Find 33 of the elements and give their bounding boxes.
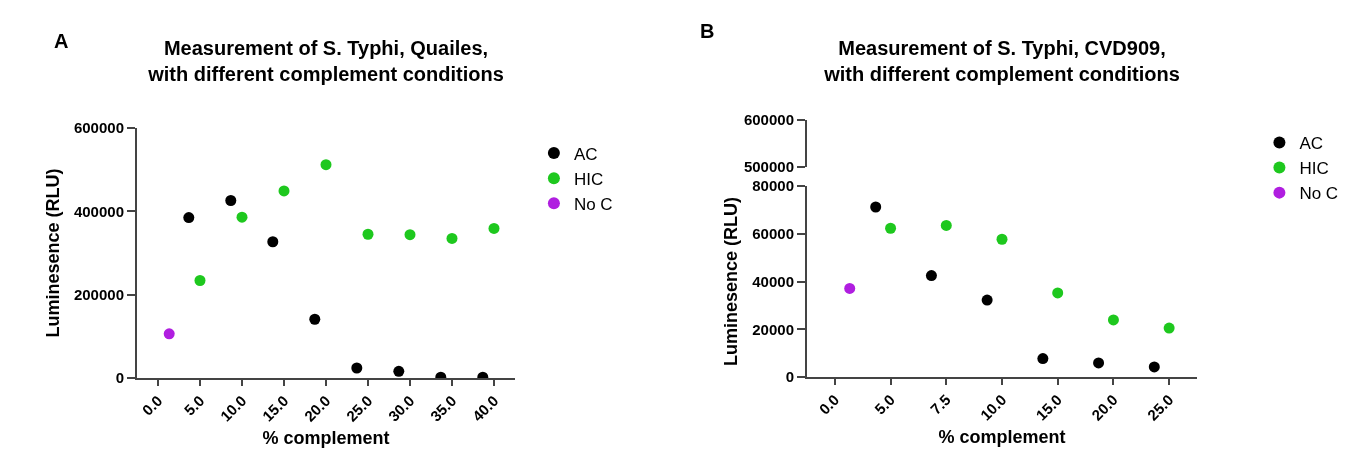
x-axis-title: % complement — [262, 428, 390, 449]
y-tick-label: 60000 — [752, 225, 794, 242]
x-tick-label: 40.0 — [468, 391, 502, 425]
chart-title: Measurement of S. Typhi, Quailes, with different complement conditions — [147, 37, 504, 86]
y-tick-label: 20000 — [752, 320, 794, 338]
x-axis-title: % complement — [938, 427, 1066, 448]
text: B — [700, 20, 715, 42]
text: A — [54, 30, 69, 52]
legend-label: AC — [1299, 134, 1324, 154]
y-tick-label: 40000 — [752, 272, 794, 290]
y-tick-label: 0 — [785, 368, 794, 386]
y-tick-label: 0 — [115, 369, 124, 387]
chart-title: Measurement of S. Typhi, CVD909, with different complement conditions — [823, 37, 1180, 86]
y-tick-label: 500000 — [743, 158, 794, 176]
y-tick-label: 600000 — [743, 111, 794, 129]
y-axis-title: Luminesence (RLU) — [720, 196, 741, 367]
x-tick-label: 30.0 — [384, 391, 418, 425]
y-tick-label: 80000 — [752, 177, 794, 195]
legend-label: No C — [1299, 184, 1339, 204]
x-tick-label: 5.0 — [871, 390, 898, 418]
y-tick-label: 600000 — [73, 119, 124, 137]
legend-label: HIC — [573, 169, 604, 189]
legend-label: No C — [573, 194, 613, 214]
legend-label: AC — [573, 144, 598, 164]
x-tick-label: 7.5 — [926, 390, 954, 418]
y-tick-label: 400000 — [73, 202, 124, 220]
x-tick-label: 35.0 — [426, 391, 460, 425]
legend-label: HIC — [1299, 159, 1329, 179]
x-tick-label: 0.0 — [815, 390, 843, 418]
y-tick-label: 200000 — [73, 285, 124, 303]
x-tick-label: 0.0 — [138, 391, 166, 419]
x-tick-label: 5.0 — [180, 391, 208, 419]
y-axis-title: Luminesence (RLU) — [42, 168, 63, 338]
